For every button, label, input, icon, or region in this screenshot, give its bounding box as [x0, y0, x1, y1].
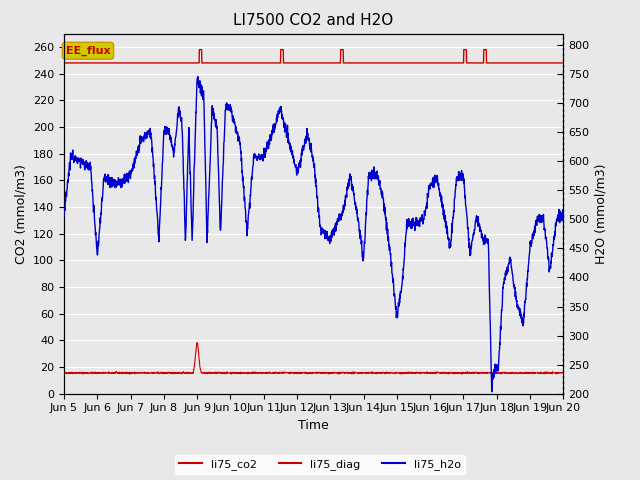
X-axis label: Time: Time	[298, 419, 329, 432]
Legend: li75_co2, li75_diag, li75_h2o: li75_co2, li75_diag, li75_h2o	[175, 455, 465, 474]
Y-axis label: CO2 (mmol/m3): CO2 (mmol/m3)	[15, 164, 28, 264]
Title: LI7500 CO2 and H2O: LI7500 CO2 and H2O	[234, 13, 394, 28]
Y-axis label: H2O (mmol/m3): H2O (mmol/m3)	[595, 163, 608, 264]
Text: EE_flux: EE_flux	[66, 46, 110, 56]
